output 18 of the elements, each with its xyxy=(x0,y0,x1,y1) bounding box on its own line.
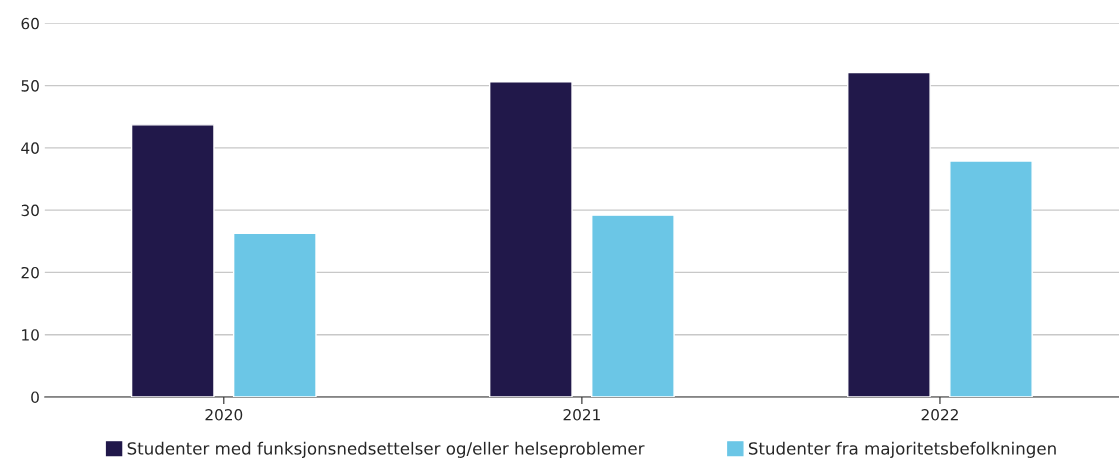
y-tick-label: 20 xyxy=(21,266,39,279)
x-tick-label: 2022 xyxy=(921,409,958,421)
x-tick-label: 2020 xyxy=(205,409,243,421)
y-tick-label: 50 xyxy=(21,80,39,92)
y-tick-label: 60 xyxy=(21,17,39,30)
legend-label: Studenter fra majoritetsbefolkningen xyxy=(748,441,1056,458)
bar xyxy=(232,232,317,397)
y-tick-label: 40 xyxy=(21,142,39,154)
bar xyxy=(591,214,675,397)
bar xyxy=(847,71,931,397)
legend-label: Studenter med funksjonsnedsettelser og/eller helseproblemer xyxy=(127,441,645,458)
y-tick-label: 10 xyxy=(22,329,39,341)
y-tick-label: 0 xyxy=(31,391,39,403)
y-tick-label: 30 xyxy=(21,204,39,217)
bar xyxy=(130,124,215,397)
bar xyxy=(949,160,1033,397)
x-tick-label: 2021 xyxy=(563,409,600,421)
bar xyxy=(488,81,573,397)
